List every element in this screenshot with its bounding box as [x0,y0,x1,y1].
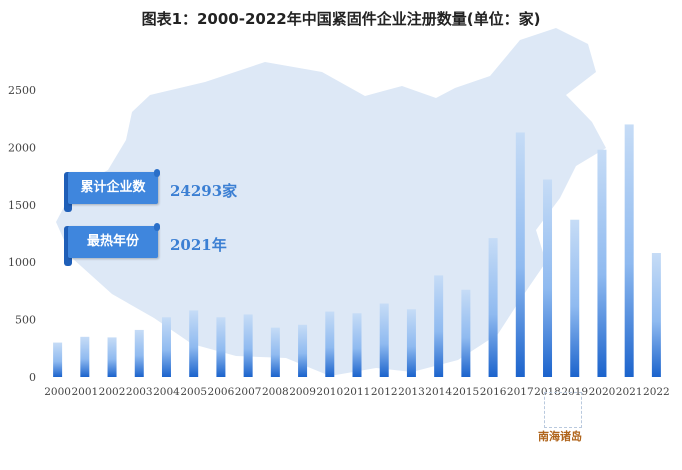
bar-2005 [189,310,199,377]
bar-2013 [406,309,416,377]
x-tick-label: 2003 [126,386,153,398]
y-tick-label: 2000 [8,141,36,154]
chart-title: 图表1：2000-2022年中国紧固件企业注册数量(单位：家) [141,10,541,28]
stat-value-total: 24293家 [170,182,238,200]
x-tick-label: 2017 [507,386,534,398]
x-tick-label: 2008 [262,386,289,398]
bar-2018 [543,179,553,377]
bars [53,124,661,377]
x-tick-label: 2005 [180,386,207,398]
x-tick-label: 2014 [425,386,452,398]
stat-label-total: 累计企业数 [68,172,158,204]
china-map-background [56,28,606,376]
stat-badge-total: 累计企业数 [64,169,160,212]
y-axis: 0 500 1000 1500 2000 2500 [8,84,36,384]
bar-2007 [243,314,253,377]
x-tick-label: 2002 [99,386,126,398]
map-label: 南海诸岛 [538,430,582,443]
x-tick-label: 2022 [643,386,670,398]
x-axis: 2000 2001 2002 2003 2004 2005 2006 2007 2008 2009… [44,386,670,398]
badge-curl [154,223,160,231]
bar-2002 [107,337,117,377]
x-tick-label: 2007 [235,386,262,398]
bar-2021 [624,124,634,377]
x-tick-label: 2000 [44,386,71,398]
bar-2017 [515,132,525,377]
bar-2014 [434,275,444,377]
bar-2020 [597,149,607,377]
stat-label-peak: 最热年份 [68,226,158,258]
bar-2010 [325,311,335,377]
x-tick-label: 2006 [208,386,235,398]
badge-curl [154,169,160,177]
bar-2003 [134,329,144,377]
south-sea-inset [544,392,582,428]
x-tick-label: 2021 [616,386,643,398]
bar-2011 [352,313,362,377]
y-tick-label: 0 [29,371,36,384]
bar-2019 [570,219,580,377]
x-tick-label: 2013 [398,386,425,398]
x-tick-label: 2009 [289,386,316,398]
bar-2016 [488,238,498,377]
x-tick-label: 2016 [480,386,507,398]
x-tick-label: 2004 [153,386,180,398]
bar-2004 [161,317,171,377]
bar-2022 [651,253,661,377]
stat-badge-peak: 最热年份 [64,223,160,266]
x-tick-label: 2001 [71,386,98,398]
x-tick-label: 2012 [371,386,398,398]
x-tick-label: 2015 [453,386,480,398]
bar-2012 [379,303,389,377]
x-tick-label: 2011 [344,386,371,398]
bar-2015 [461,289,471,377]
bar-2009 [298,324,308,377]
y-tick-label: 500 [15,314,36,327]
stat-value-peak: 2021年 [170,236,227,254]
y-tick-label: 1000 [8,256,36,269]
y-tick-label: 1500 [8,199,36,212]
bar-2006 [216,317,226,377]
bar-2001 [80,336,90,377]
y-tick-label: 2500 [8,84,36,97]
bar-2000 [53,342,63,377]
bar-2008 [270,327,280,377]
x-tick-label: 2010 [316,386,343,398]
x-tick-label: 2020 [589,386,616,398]
